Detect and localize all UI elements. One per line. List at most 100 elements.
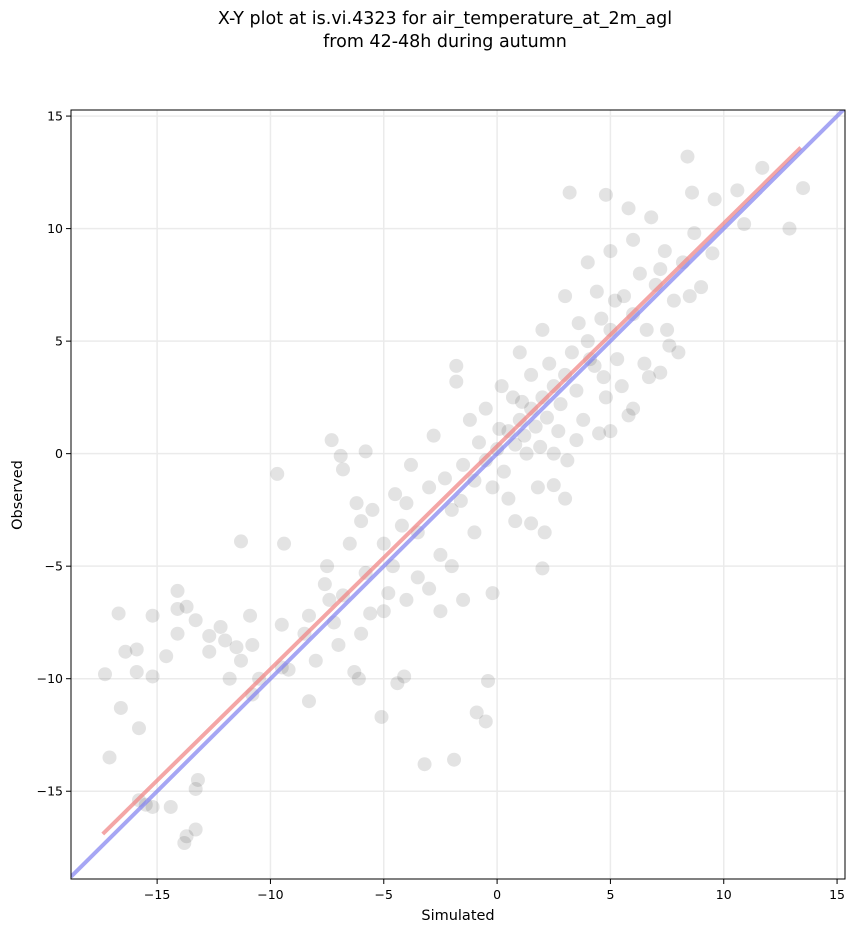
point: [537, 525, 552, 540]
point: [113, 700, 128, 715]
point: [535, 561, 550, 576]
point: [589, 284, 604, 299]
y-tick-label: −15: [37, 784, 63, 799]
point: [626, 401, 641, 416]
point: [580, 255, 595, 270]
point: [342, 536, 357, 551]
point: [614, 379, 629, 394]
point: [558, 289, 573, 304]
point: [512, 345, 527, 360]
point: [685, 185, 700, 200]
point: [539, 410, 554, 425]
point: [444, 502, 459, 517]
point: [494, 379, 509, 394]
point: [610, 352, 625, 367]
fit-line: [71, 110, 845, 879]
fit-lines: [71, 110, 845, 879]
x-tick-label: −10: [257, 887, 283, 902]
point: [657, 244, 672, 259]
point: [403, 457, 418, 472]
point: [422, 581, 437, 596]
point: [617, 289, 632, 304]
fit-line: [101, 146, 803, 836]
point: [607, 293, 622, 308]
point: [796, 181, 811, 196]
point: [347, 664, 362, 679]
point: [188, 822, 203, 837]
point: [376, 604, 391, 619]
point: [410, 570, 425, 585]
point: [331, 637, 346, 652]
point: [170, 601, 185, 616]
point: [755, 160, 770, 175]
point: [188, 781, 203, 796]
point: [666, 293, 681, 308]
point: [399, 496, 414, 511]
point: [603, 244, 618, 259]
point: [680, 149, 695, 164]
point: [245, 637, 260, 652]
x-tick-label: 15: [829, 887, 845, 902]
point: [218, 633, 233, 648]
point: [111, 606, 126, 621]
point: [481, 673, 496, 688]
points: [97, 149, 811, 850]
point: [351, 671, 366, 686]
point: [730, 183, 745, 198]
point: [564, 345, 579, 360]
point: [243, 608, 258, 623]
point: [118, 644, 133, 659]
point: [335, 462, 350, 477]
chart-title: X-Y plot at is.vi.4323 for air_temperatu…: [218, 9, 672, 29]
point: [562, 185, 577, 200]
x-tick-label: 0: [493, 887, 501, 902]
point: [449, 358, 464, 373]
point: [501, 424, 516, 439]
point: [546, 478, 561, 493]
point: [179, 829, 194, 844]
y-tick-label: 5: [55, 334, 63, 349]
point: [519, 446, 534, 461]
point: [324, 433, 339, 448]
point: [274, 617, 289, 632]
point: [426, 428, 441, 443]
point: [501, 491, 516, 506]
point: [485, 586, 500, 601]
point: [444, 559, 459, 574]
point: [163, 799, 178, 814]
point: [381, 586, 396, 601]
point: [533, 439, 548, 454]
point: [515, 394, 530, 409]
point: [390, 676, 405, 691]
point: [478, 401, 493, 416]
point: [569, 383, 584, 398]
point: [653, 365, 668, 380]
point: [131, 721, 146, 736]
x-axis-label: Simulated: [421, 908, 494, 924]
point: [453, 493, 468, 508]
point: [512, 412, 527, 427]
point: [560, 453, 575, 468]
point: [569, 433, 584, 448]
point: [637, 356, 652, 371]
point: [363, 606, 378, 621]
x-tick-label: 10: [716, 887, 732, 902]
point: [97, 667, 112, 682]
point: [621, 408, 636, 423]
point: [632, 266, 647, 281]
point: [397, 669, 412, 684]
point: [229, 640, 244, 655]
point: [546, 446, 561, 461]
point: [598, 390, 613, 405]
point: [394, 518, 409, 533]
y-tick-label: 10: [47, 221, 63, 236]
point: [571, 316, 586, 331]
point: [580, 334, 595, 349]
y-tick-label: −10: [37, 671, 63, 686]
point: [233, 653, 248, 668]
point: [682, 289, 697, 304]
point: [653, 262, 668, 277]
point: [694, 280, 709, 295]
x-tick-label: −15: [144, 887, 170, 902]
point: [308, 653, 323, 668]
